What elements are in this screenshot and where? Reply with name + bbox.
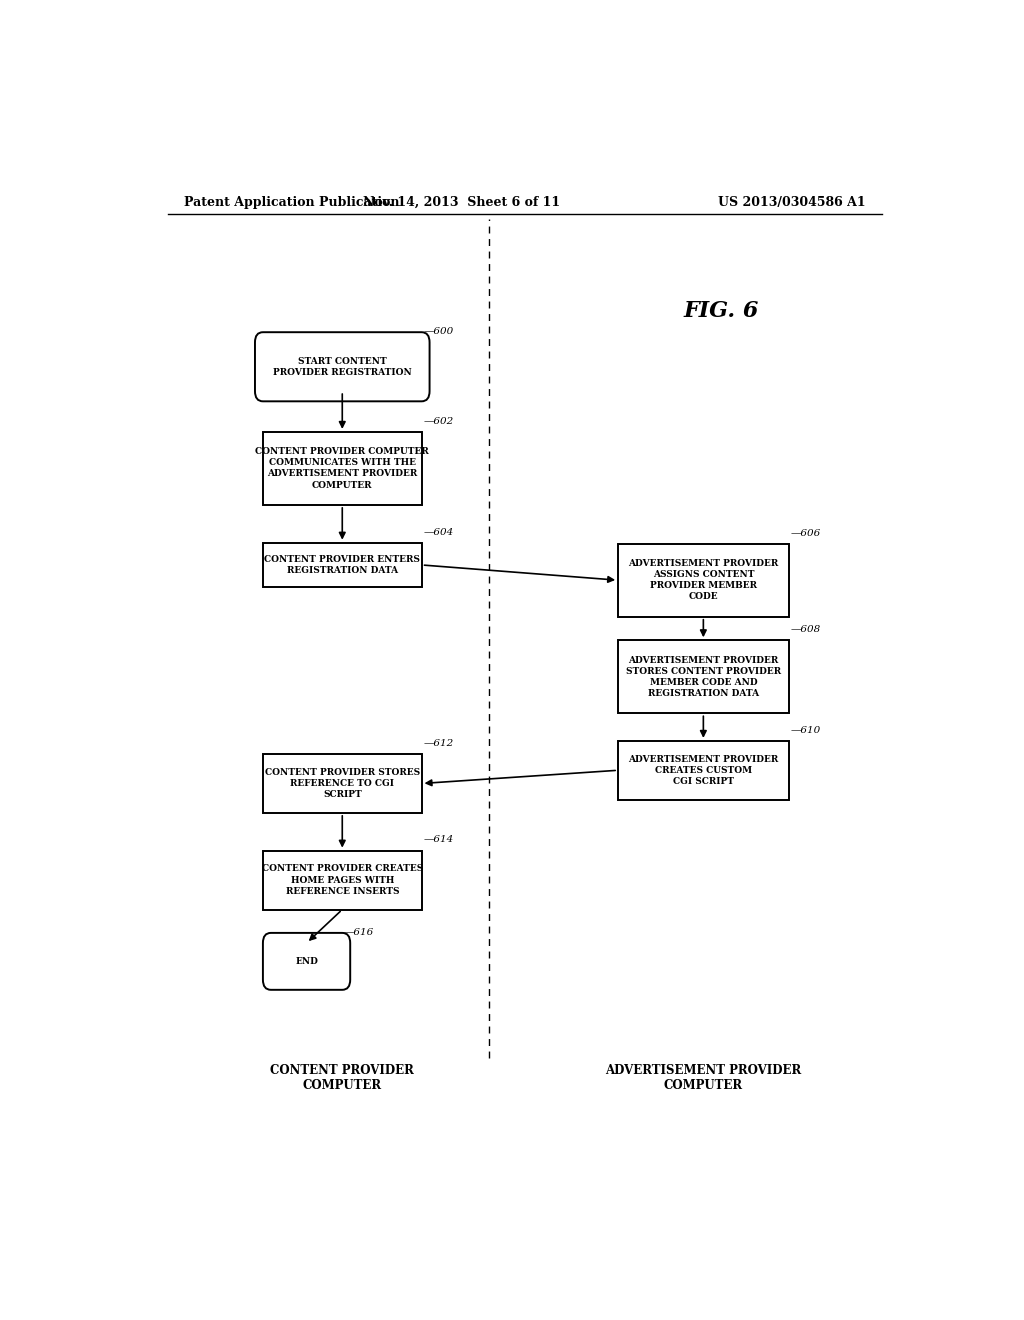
Text: ADVERTISEMENT PROVIDER
ASSIGNS CONTENT
PROVIDER MEMBER
CODE: ADVERTISEMENT PROVIDER ASSIGNS CONTENT P…: [629, 560, 778, 602]
Text: —610: —610: [791, 726, 820, 735]
Bar: [618, 640, 788, 713]
Text: —606: —606: [791, 528, 820, 537]
Text: CONTENT PROVIDER STORES
REFERENCE TO CGI
SCRIPT: CONTENT PROVIDER STORES REFERENCE TO CGI…: [265, 768, 420, 799]
Text: ADVERTISEMENT PROVIDER
CREATES CUSTOM
CGI SCRIPT: ADVERTISEMENT PROVIDER CREATES CUSTOM CG…: [629, 755, 778, 785]
Text: —602: —602: [423, 417, 454, 426]
Text: —608: —608: [791, 626, 820, 634]
Text: Patent Application Publication: Patent Application Publication: [183, 195, 399, 209]
Bar: [263, 754, 422, 813]
Text: CONTENT PROVIDER COMPUTER
COMMUNICATES WITH THE
ADVERTISEMENT PROVIDER
COMPUTER: CONTENT PROVIDER COMPUTER COMMUNICATES W…: [255, 447, 429, 490]
Text: CONTENT PROVIDER CREATES
HOME PAGES WITH
REFERENCE INSERTS: CONTENT PROVIDER CREATES HOME PAGES WITH…: [262, 865, 423, 896]
Bar: [618, 544, 788, 616]
Bar: [263, 543, 422, 587]
Text: —612: —612: [423, 739, 454, 748]
Text: Nov. 14, 2013  Sheet 6 of 11: Nov. 14, 2013 Sheet 6 of 11: [362, 195, 560, 209]
FancyBboxPatch shape: [263, 933, 350, 990]
Text: ADVERTISEMENT PROVIDER
COMPUTER: ADVERTISEMENT PROVIDER COMPUTER: [605, 1064, 802, 1092]
Text: ADVERTISEMENT PROVIDER
STORES CONTENT PROVIDER
MEMBER CODE AND
REGISTRATION DATA: ADVERTISEMENT PROVIDER STORES CONTENT PR…: [626, 656, 781, 698]
Bar: [618, 741, 788, 800]
Text: US 2013/0304586 A1: US 2013/0304586 A1: [719, 195, 866, 209]
Text: CONTENT PROVIDER
COMPUTER: CONTENT PROVIDER COMPUTER: [270, 1064, 415, 1092]
Text: —614: —614: [423, 836, 454, 845]
Bar: [263, 850, 422, 909]
Text: CONTENT PROVIDER ENTERS
REGISTRATION DATA: CONTENT PROVIDER ENTERS REGISTRATION DAT…: [264, 554, 420, 576]
Text: —616: —616: [344, 928, 374, 937]
Text: —600: —600: [423, 327, 454, 337]
Text: START CONTENT
PROVIDER REGISTRATION: START CONTENT PROVIDER REGISTRATION: [273, 356, 412, 376]
Text: FIG. 6: FIG. 6: [684, 300, 759, 322]
Text: —604: —604: [423, 528, 454, 536]
Bar: [263, 432, 422, 506]
Text: END: END: [295, 957, 318, 966]
FancyBboxPatch shape: [255, 333, 430, 401]
